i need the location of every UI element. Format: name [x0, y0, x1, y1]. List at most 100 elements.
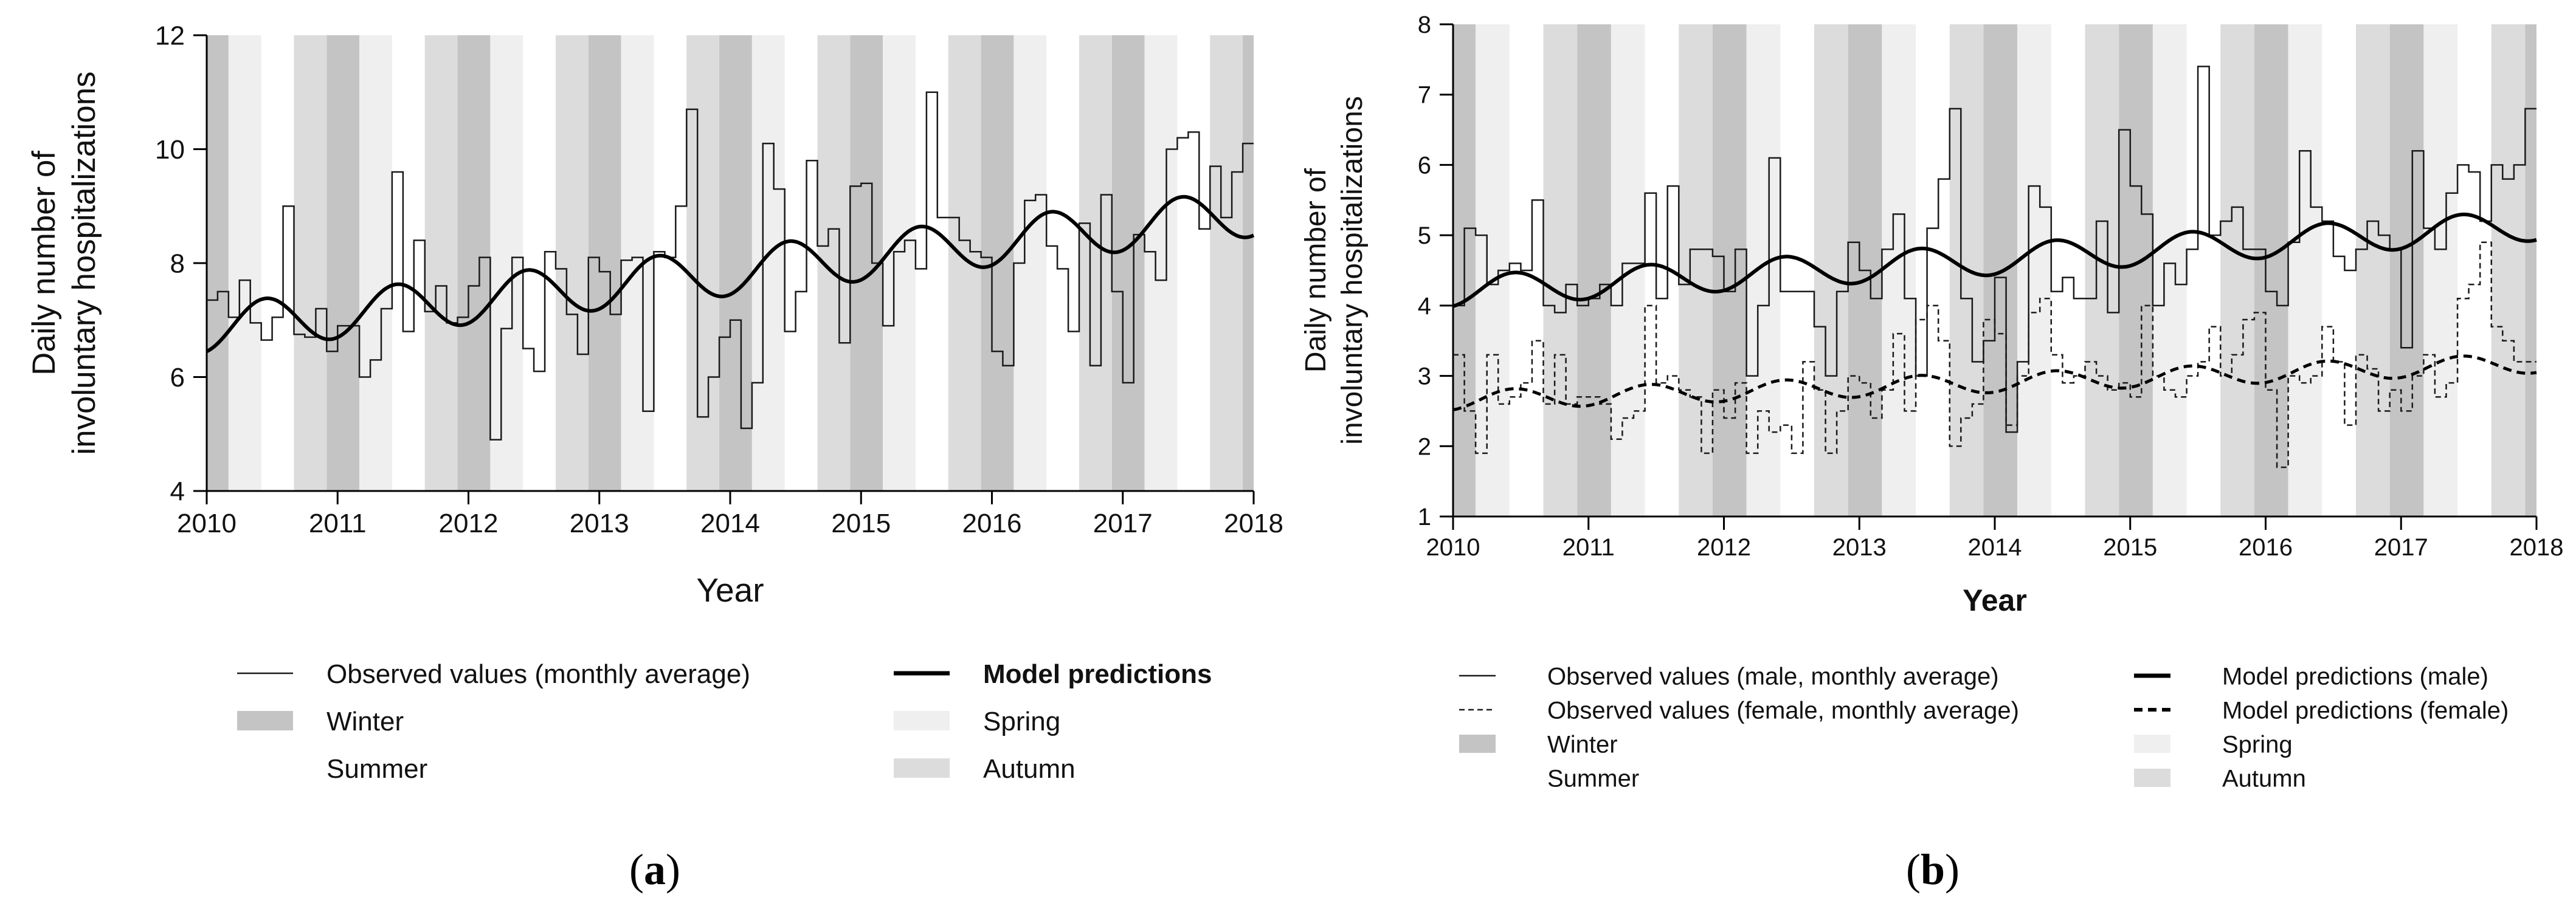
legend-label-spring: Spring	[983, 707, 1060, 736]
chart-a: 4 6 8 10 12 2010 2011 2012 2013 2014 2015 2016 2017 2…	[26, 21, 1283, 783]
x-tick-label: 2014	[1968, 534, 2022, 561]
legend-label-autumn: Autumn	[2222, 765, 2306, 792]
x-tick-label: 2013	[1832, 534, 1887, 561]
x-tick-label: 2015	[2103, 534, 2157, 561]
x-axis-label: Year	[1963, 583, 2027, 617]
legend-swatch-autumn	[2134, 769, 2170, 787]
spring-band	[1882, 24, 1916, 516]
x-tick-label: 2015	[831, 509, 891, 538]
spring-band	[1746, 24, 1781, 516]
spring-band	[1144, 35, 1178, 491]
winter-band	[2389, 24, 2424, 516]
y-axis-label-line: involuntary hospitalizations	[1336, 96, 1369, 445]
legend-label-model-dashed: Model predictions (female)	[2222, 697, 2509, 724]
y-tick-label: 8	[170, 249, 185, 278]
winter-band	[2254, 24, 2288, 516]
legend-label-observed-solid: Observed values (male, monthly average)	[1547, 663, 1999, 690]
y-tick-label: 4	[170, 476, 185, 506]
winter-band	[1243, 35, 1254, 491]
autumn-band	[1210, 35, 1243, 491]
x-tick-label: 2012	[439, 509, 499, 538]
spring-band	[2288, 24, 2322, 516]
autumn-band	[2356, 24, 2390, 516]
autumn-band	[424, 35, 458, 491]
legend-swatch-winter	[1459, 735, 1496, 753]
x-tick-label: 2014	[700, 509, 760, 538]
winter-band	[2119, 24, 2153, 516]
caption-b-letter: b	[1920, 845, 1946, 894]
y-axis-label-line: Daily number of	[26, 151, 62, 376]
y-tick-label: 2	[1418, 433, 1431, 460]
x-tick-label: 2011	[1563, 534, 1615, 561]
legend-label-model-solid: Model predictions (male)	[2222, 663, 2488, 690]
x-tick-label: 2011	[309, 509, 367, 538]
x-tick-label: 2017	[1093, 509, 1153, 538]
legend-swatch-autumn	[894, 758, 950, 778]
winter-band	[326, 35, 360, 491]
y-axis-label-line: Daily number of	[1300, 168, 1332, 372]
caption-a: (a)	[629, 845, 680, 894]
winter-band	[1577, 24, 1611, 516]
legend-label-summer: Summer	[326, 754, 427, 784]
spring-band	[228, 35, 261, 491]
winter-band	[457, 35, 491, 491]
y-tick-label: 6	[170, 363, 185, 393]
legend-label-summer: Summer	[1547, 765, 1639, 792]
autumn-band	[1543, 24, 1578, 516]
legend-label-observed-dashed: Observed values (female, monthly average…	[1547, 697, 2019, 724]
legend-label-observed-solid: Observed values (monthly average)	[326, 659, 750, 689]
x-tick-label: 2017	[2374, 534, 2428, 561]
winter-band	[719, 35, 752, 491]
x-tick-label: 2018	[2510, 534, 2564, 561]
winter-band	[207, 35, 229, 491]
series-observed-solid	[207, 91, 1254, 441]
spring-band	[621, 35, 654, 491]
y-tick-label: 10	[155, 135, 185, 165]
y-tick-label: 12	[155, 21, 185, 50]
spring-band	[490, 35, 523, 491]
autumn-band	[2220, 24, 2254, 516]
legend-swatch-spring	[894, 711, 950, 730]
legend-label-autumn: Autumn	[983, 754, 1076, 784]
legend-swatch-spring	[2134, 735, 2170, 753]
x-tick-label: 2016	[962, 509, 1022, 538]
series-model-solid	[205, 194, 1255, 353]
series-observed-dashed	[1453, 241, 2536, 468]
spring-band	[359, 35, 392, 491]
series-model-solid	[1452, 212, 2537, 308]
legend-label-winter: Winter	[326, 707, 404, 736]
autumn-band	[556, 35, 589, 491]
y-tick-label: 5	[1418, 222, 1431, 249]
autumn-band	[686, 35, 720, 491]
spring-band	[751, 35, 785, 491]
x-tick-label: 2018	[1224, 509, 1283, 538]
legend-swatch-winter	[237, 711, 293, 730]
winter-band	[588, 35, 621, 491]
x-axis-label: Year	[696, 571, 764, 609]
autumn-band	[1679, 24, 1713, 516]
series-observed-solid	[1453, 66, 2536, 433]
x-tick-label: 2012	[1697, 534, 1751, 561]
autumn-band	[294, 35, 327, 491]
y-tick-label: 4	[1418, 293, 1431, 320]
x-tick-label: 2010	[177, 509, 237, 538]
caption-b: (b)	[1906, 845, 1960, 894]
autumn-band	[1079, 35, 1112, 491]
spring-band	[2423, 24, 2458, 516]
y-axis-label-line: involuntary hospitalizations	[66, 72, 102, 455]
winter-band	[2525, 24, 2536, 516]
x-tick-label: 2010	[1426, 534, 1480, 561]
winter-band	[1712, 24, 1747, 516]
x-tick-label: 2016	[2239, 534, 2293, 561]
y-tick-label: 6	[1418, 152, 1431, 179]
y-tick-label: 8	[1418, 12, 1431, 38]
spring-band	[2017, 24, 2051, 516]
legend-label-winter: Winter	[1547, 731, 1618, 758]
autumn-band	[948, 35, 981, 491]
x-tick-label: 2013	[570, 509, 629, 538]
caption-a-letter: a	[643, 845, 666, 894]
spring-band	[883, 35, 916, 491]
spring-band	[2152, 24, 2187, 516]
chart-b: 1 2 3 4 5 6 7 8 2010 2011 2012 2013 2014 2015 2016 2017…	[1300, 12, 2563, 792]
